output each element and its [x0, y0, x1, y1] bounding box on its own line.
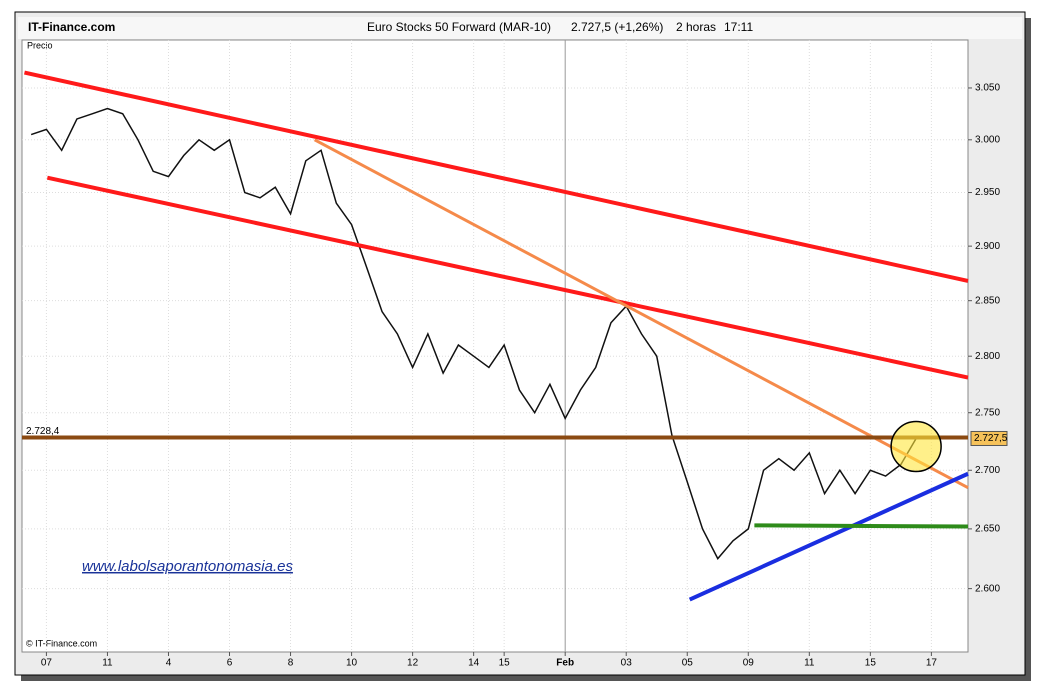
copyright: © IT-Finance.com: [26, 638, 97, 648]
time: 17:11: [724, 20, 753, 34]
trend-line: [313, 138, 969, 490]
plot-area: [21, 39, 969, 653]
price-label: 2.727,5: [974, 433, 1008, 444]
trend-line: [24, 70, 969, 283]
x-tick-label: 8: [288, 658, 294, 669]
x-tick-label: 17: [926, 658, 938, 669]
chart-title: Euro Stocks 50 Forward (MAR-10): [367, 20, 551, 34]
y-tick-label: 2.650: [975, 524, 1000, 535]
x-tick-label: 11: [804, 658, 815, 669]
last-price: 2.727,5 (+1,26%): [571, 20, 663, 34]
trend-line: [688, 471, 969, 602]
x-tick-label: 15: [499, 658, 511, 669]
brand: IT-Finance.com: [28, 20, 115, 34]
x-tick-label: 09: [743, 658, 755, 669]
y-tick-label: 2.900: [975, 241, 1000, 252]
y-tick-label: 2.750: [975, 407, 1000, 418]
price-label: 2.728,4: [26, 426, 60, 437]
x-tick-label: 12: [407, 658, 419, 669]
x-tick-label: 07: [41, 658, 53, 669]
y-axis-label: Precio: [27, 40, 53, 50]
y-tick-label: 2.950: [975, 187, 1000, 198]
y-tick-label: 2.800: [975, 351, 1000, 362]
y-tick-label: 2.850: [975, 295, 1000, 306]
x-tick-label: 03: [621, 658, 633, 669]
x-tick-label: 05: [682, 658, 694, 669]
trend-line: [754, 523, 969, 529]
interval: 2 horas: [676, 20, 716, 34]
y-tick-label: 2.600: [975, 583, 1000, 594]
header: [18, 17, 1022, 39]
x-tick-label: 10: [346, 658, 358, 669]
x-tick-label: 14: [468, 658, 480, 669]
highlight-circle: [890, 420, 942, 473]
watermark: www.labolsaporantonomasia.es: [82, 558, 293, 575]
y-tick-label: 3.050: [975, 83, 1000, 94]
x-tick-label: 15: [865, 658, 877, 669]
x-tick-label: 6: [227, 658, 233, 669]
x-tick-label: 4: [166, 658, 172, 669]
price-label-box: [970, 430, 1008, 446]
price-line: [30, 107, 917, 560]
x-tick-label: 11: [102, 658, 113, 669]
y-tick-label: 2.700: [975, 465, 1000, 476]
trend-line: [46, 175, 969, 380]
x-tick-label: Feb: [556, 658, 574, 669]
y-tick-label: 3.000: [975, 134, 1000, 145]
